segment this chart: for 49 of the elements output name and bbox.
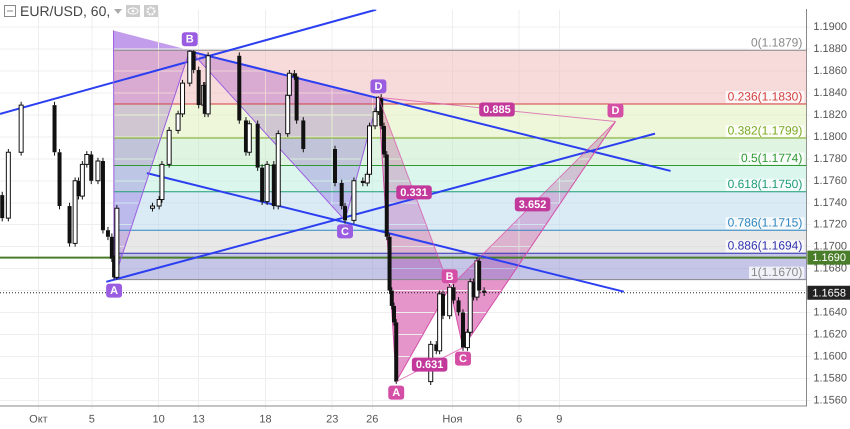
ref-line-label: 1.1658 (812, 287, 846, 300)
annotation: 0.631 (416, 359, 444, 372)
y-tick-label: 1.1620 (813, 328, 848, 340)
y-tick-label: 1.1900 (813, 21, 848, 34)
y-tick-label: 1.1720 (813, 218, 848, 231)
x-tick-label: Ноя (442, 413, 462, 426)
x-tick-label: 23 (326, 413, 338, 426)
annotation: A (110, 285, 118, 298)
y-tick-label: 1.1880 (813, 43, 848, 56)
annotation: D (374, 80, 382, 93)
y-tick-label: 1.1760 (813, 174, 848, 187)
x-tick-label: 5 (88, 413, 95, 426)
y-tick-label: 1.1700 (813, 240, 848, 253)
ref-line-label: 0.5(1.1774) (740, 150, 802, 165)
annotation: C (341, 226, 350, 238)
annotation: B (186, 34, 194, 46)
ref-line-label: 0.382(1.1799) (728, 123, 802, 138)
x-tick-label: 9 (556, 413, 562, 426)
x-tick-label: 6 (516, 413, 522, 426)
x-tick-label: 18 (259, 413, 272, 426)
y-tick-label: 1.1800 (813, 130, 848, 143)
ref-line-label: 0.236(1.1830) (728, 89, 802, 104)
ref-line-label: 0.618(1.1750) (728, 177, 802, 192)
annotation: B (446, 270, 454, 283)
annotation: D (612, 105, 620, 118)
y-tick-label: 1.1600 (813, 350, 848, 362)
x-tick-label: 13 (192, 413, 205, 426)
annotation: C (459, 353, 468, 366)
y-tick-label: 1.1840 (813, 87, 848, 100)
annotation: A (392, 387, 400, 400)
y-tick-label: 1.1820 (813, 108, 848, 121)
ref-line-label: 0.786(1.1715) (728, 216, 802, 230)
chart-title: EUR/USD, 60, (20, 3, 110, 19)
ref-line-label: 1.1690 (812, 252, 846, 264)
annotation: 0.885 (483, 104, 511, 116)
ref-line-label: 1(1.1670) (750, 264, 802, 279)
y-tick-label: 1.1860 (813, 65, 848, 78)
y-tick-label: 1.1580 (813, 372, 848, 384)
x-tick-label: Окт (29, 413, 48, 426)
ref-line-label: 0.886(1.1694) (728, 238, 802, 253)
x-tick-label: 10 (152, 413, 165, 426)
y-tick-label: 1.1780 (813, 152, 848, 165)
annotation: 3.652 (518, 198, 546, 211)
y-tick-label: 1.1560 (813, 394, 848, 406)
ref-line-label: 0(1.1879) (750, 36, 802, 50)
x-tick-label: 26 (366, 413, 378, 426)
y-tick-label: 1.1740 (813, 196, 848, 209)
y-tick-label: 1.1640 (813, 306, 848, 319)
annotation: 0.331 (400, 186, 428, 199)
